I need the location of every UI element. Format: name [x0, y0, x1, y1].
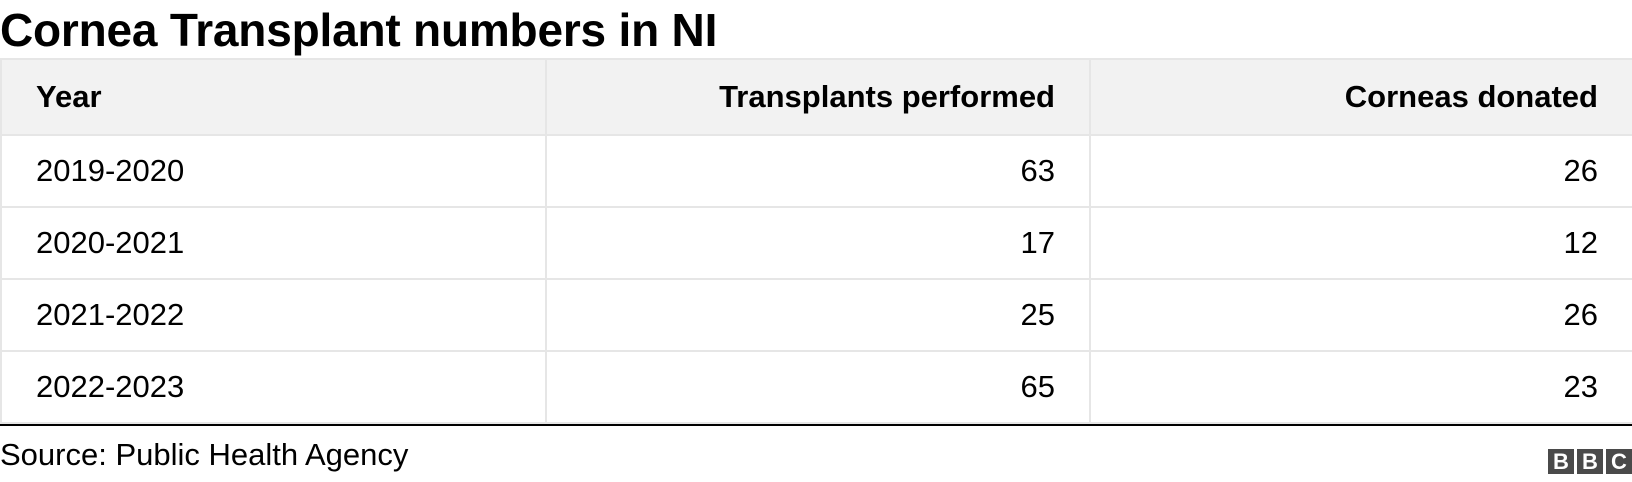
column-header-year: Year — [0, 58, 547, 136]
footer-divider — [0, 424, 1632, 426]
chart-title: Cornea Transplant numbers in NI — [0, 4, 718, 56]
column-header-donated: Corneas donated — [1089, 58, 1632, 136]
cell-donated: 12 — [1089, 206, 1632, 280]
table-row: 2020-2021 17 12 — [0, 206, 1632, 280]
table-row: 2019-2020 63 26 — [0, 134, 1632, 208]
bbc-logo: B B C — [1548, 449, 1632, 474]
bbc-logo-block-c: C — [1606, 449, 1632, 474]
cell-transplants: 17 — [545, 206, 1091, 280]
data-table: Year Transplants performed Corneas donat… — [0, 58, 1632, 424]
table-row: 2022-2023 65 23 — [0, 350, 1632, 424]
cell-donated: 26 — [1089, 134, 1632, 208]
cell-transplants: 25 — [545, 278, 1091, 352]
table-row: 2021-2022 25 26 — [0, 278, 1632, 352]
cell-year: 2019-2020 — [0, 134, 547, 208]
cell-transplants: 63 — [545, 134, 1091, 208]
cell-donated: 23 — [1089, 350, 1632, 424]
cell-transplants: 65 — [545, 350, 1091, 424]
source-note: Source: Public Health Agency — [0, 437, 409, 472]
cell-year: 2020-2021 — [0, 206, 547, 280]
cell-year: 2022-2023 — [0, 350, 547, 424]
cell-year: 2021-2022 — [0, 278, 547, 352]
cell-donated: 26 — [1089, 278, 1632, 352]
bbc-logo-block-b1: B — [1548, 449, 1574, 474]
bbc-logo-block-b2: B — [1577, 449, 1603, 474]
column-header-transplants: Transplants performed — [545, 58, 1091, 136]
table-header-row: Year Transplants performed Corneas donat… — [0, 58, 1632, 136]
